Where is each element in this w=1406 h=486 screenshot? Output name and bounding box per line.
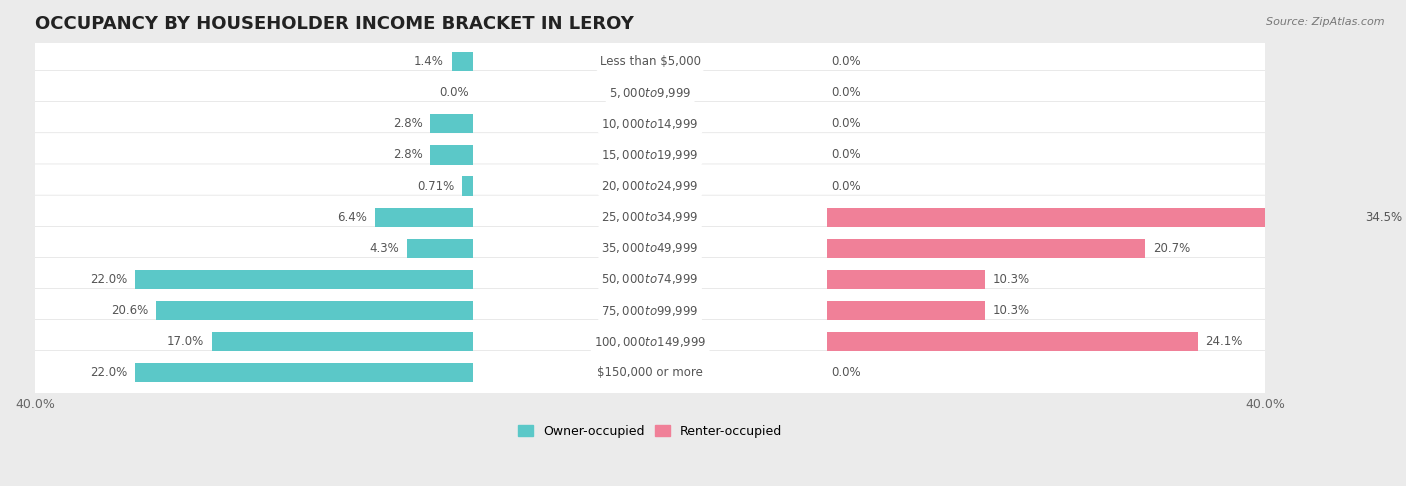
Bar [827, 208, 1358, 227]
Text: $5,000 to $9,999: $5,000 to $9,999 [609, 86, 692, 100]
Text: 2.8%: 2.8% [392, 117, 423, 130]
Text: $10,000 to $14,999: $10,000 to $14,999 [602, 117, 699, 131]
FancyBboxPatch shape [31, 289, 1270, 333]
Text: $75,000 to $99,999: $75,000 to $99,999 [602, 304, 699, 317]
Text: 17.0%: 17.0% [167, 335, 204, 348]
Bar [827, 270, 986, 289]
Bar [430, 145, 474, 165]
Bar [463, 176, 474, 196]
Text: Source: ZipAtlas.com: Source: ZipAtlas.com [1267, 17, 1385, 27]
Text: 0.71%: 0.71% [418, 179, 454, 192]
Legend: Owner-occupied, Renter-occupied: Owner-occupied, Renter-occupied [513, 420, 787, 443]
Text: $25,000 to $34,999: $25,000 to $34,999 [602, 210, 699, 224]
Text: 0.0%: 0.0% [831, 86, 862, 99]
FancyBboxPatch shape [31, 351, 1270, 395]
Bar [451, 52, 474, 71]
Text: 0.0%: 0.0% [831, 179, 862, 192]
Text: 0.0%: 0.0% [439, 86, 468, 99]
Text: 2.8%: 2.8% [392, 148, 423, 161]
Bar [212, 332, 474, 351]
Text: 0.0%: 0.0% [831, 148, 862, 161]
Bar [827, 332, 1198, 351]
Text: Less than $5,000: Less than $5,000 [599, 55, 700, 68]
Bar [408, 239, 474, 258]
Text: 10.3%: 10.3% [993, 273, 1031, 286]
Text: 34.5%: 34.5% [1365, 211, 1402, 224]
Text: $50,000 to $74,999: $50,000 to $74,999 [602, 273, 699, 286]
FancyBboxPatch shape [31, 195, 1270, 239]
Text: 24.1%: 24.1% [1205, 335, 1243, 348]
Text: $150,000 or more: $150,000 or more [598, 366, 703, 380]
FancyBboxPatch shape [31, 258, 1270, 301]
FancyBboxPatch shape [31, 164, 1270, 208]
Text: $100,000 to $149,999: $100,000 to $149,999 [593, 335, 706, 349]
Text: 0.0%: 0.0% [831, 55, 862, 68]
Bar [135, 363, 474, 382]
Bar [135, 270, 474, 289]
Text: 0.0%: 0.0% [831, 117, 862, 130]
FancyBboxPatch shape [31, 70, 1270, 115]
FancyBboxPatch shape [31, 133, 1270, 177]
Bar [827, 301, 986, 320]
FancyBboxPatch shape [31, 102, 1270, 146]
Text: 22.0%: 22.0% [90, 273, 127, 286]
Bar [827, 239, 1146, 258]
Text: 20.7%: 20.7% [1153, 242, 1191, 255]
Bar [430, 114, 474, 134]
Text: OCCUPANCY BY HOUSEHOLDER INCOME BRACKET IN LEROY: OCCUPANCY BY HOUSEHOLDER INCOME BRACKET … [35, 15, 634, 33]
Text: 1.4%: 1.4% [415, 55, 444, 68]
Text: 4.3%: 4.3% [370, 242, 399, 255]
Text: $20,000 to $24,999: $20,000 to $24,999 [602, 179, 699, 193]
FancyBboxPatch shape [31, 320, 1270, 364]
Text: 22.0%: 22.0% [90, 366, 127, 380]
Text: 6.4%: 6.4% [337, 211, 367, 224]
Text: 0.0%: 0.0% [831, 366, 862, 380]
Bar [375, 208, 474, 227]
Text: $35,000 to $49,999: $35,000 to $49,999 [602, 242, 699, 255]
Bar [156, 301, 474, 320]
Text: 10.3%: 10.3% [993, 304, 1031, 317]
FancyBboxPatch shape [31, 226, 1270, 270]
Text: $15,000 to $19,999: $15,000 to $19,999 [602, 148, 699, 162]
Text: 20.6%: 20.6% [111, 304, 149, 317]
FancyBboxPatch shape [31, 39, 1270, 84]
